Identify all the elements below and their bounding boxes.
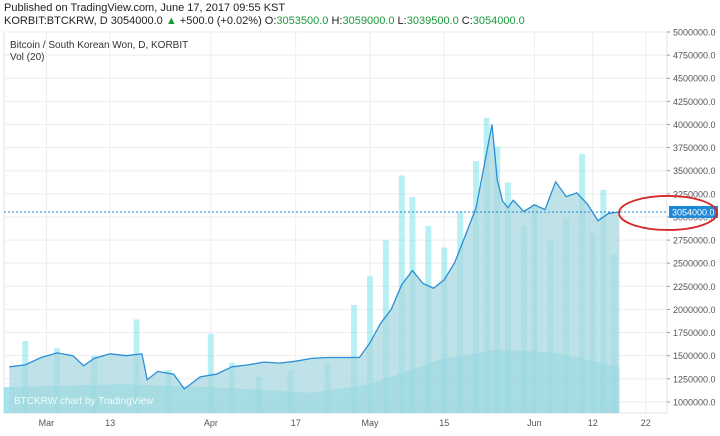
y-tick-label: 4500000.0 (673, 74, 716, 84)
chart-legend-title: Bitcoin / South Korean Won, D, KORBIT (10, 40, 189, 51)
symbol: KORBIT:BTCKRW, D (4, 15, 108, 27)
y-tick-label: 1000000.0 (673, 397, 716, 407)
y-tick-label: 4000000.0 (673, 120, 716, 130)
x-tick-label: 15 (439, 418, 449, 428)
low-value: 3039500.0 (406, 15, 459, 27)
x-tick-label: 17 (291, 418, 301, 428)
x-tick-label: May (361, 418, 379, 428)
price-line (9, 124, 620, 390)
highlight-circle (618, 195, 718, 231)
open-value: 3053500.0 (276, 15, 329, 27)
last-price: 3054000.0 (110, 15, 163, 27)
y-tick-label: 3500000.0 (673, 166, 716, 176)
close-value: 3054000.0 (472, 15, 525, 27)
y-tick-label: 2000000.0 (673, 305, 716, 315)
y-tick-label: 1750000.0 (673, 328, 716, 338)
price-area (9, 124, 620, 413)
x-tick-label: 22 (641, 418, 651, 428)
x-tick-label: Mar (39, 418, 55, 428)
y-tick-label: 2250000.0 (673, 282, 716, 292)
high-label: H: (331, 15, 343, 27)
y-tick-label: 2500000.0 (673, 259, 716, 269)
y-tick-label: 5000000.0 (673, 28, 716, 38)
x-tick-label: 12 (588, 418, 598, 428)
change-up-icon: ▲ (165, 15, 177, 27)
x-tick-label: 13 (105, 418, 115, 428)
close-label: C: (461, 15, 473, 27)
y-tick-label: 1500000.0 (673, 351, 716, 361)
volume-legend: Vol (20) (10, 52, 45, 63)
y-tick-label: 1250000.0 (673, 374, 716, 384)
watermark: BTCKRW chart by TradingView (14, 396, 154, 407)
high-value: 3059000.0 (342, 15, 395, 27)
y-tick-label: 4750000.0 (673, 51, 716, 61)
y-tick-label: 3750000.0 (673, 143, 716, 153)
last-price-tag (669, 205, 718, 218)
price-change: +500.0 (+0.02%) (179, 15, 262, 27)
volume-bar (207, 333, 214, 413)
y-tick-label: 3250000.0 (673, 189, 716, 199)
last-price-tag-label: 3054000.0 (672, 207, 715, 217)
y-tick-label: 2750000.0 (673, 236, 716, 246)
open-label: O: (264, 15, 277, 27)
symbol-line: KORBIT:BTCKRW, D 3054000.0 ▲ +500.0 (+0.… (4, 15, 525, 27)
x-tick-label: Jun (527, 418, 542, 428)
published-line: Published on TradingView.com, June 17, 2… (4, 2, 286, 14)
low-label: L: (397, 15, 407, 27)
y-tick-label: 4250000.0 (673, 97, 716, 107)
x-tick-label: Apr (204, 418, 218, 428)
